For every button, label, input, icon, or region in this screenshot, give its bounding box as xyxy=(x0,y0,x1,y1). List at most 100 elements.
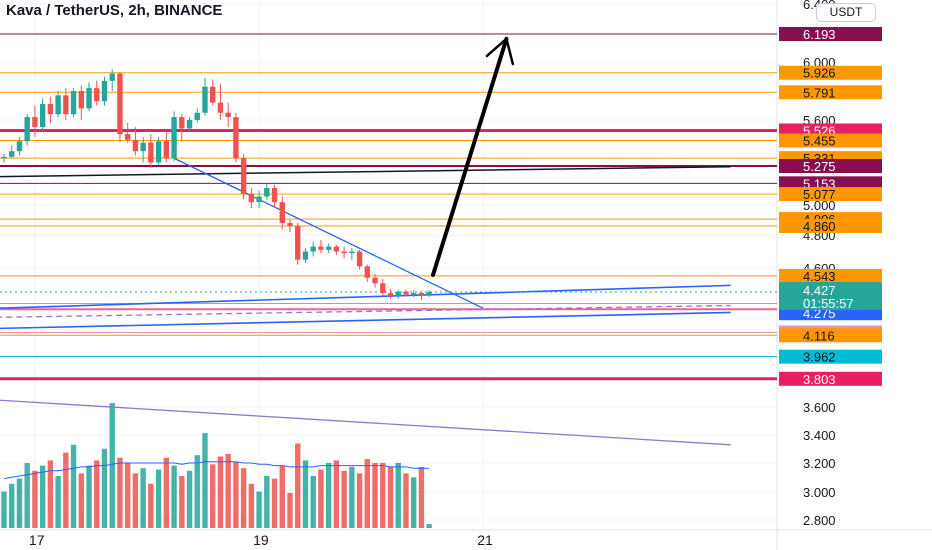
volume-bar xyxy=(372,463,378,528)
volume-bar xyxy=(70,444,77,528)
price-label-box xyxy=(779,371,882,386)
candle-body xyxy=(325,246,332,250)
candle-body xyxy=(47,104,54,115)
candle-body xyxy=(101,80,108,102)
volume-bar xyxy=(163,457,170,528)
volume-bar xyxy=(279,465,285,528)
volume-bar xyxy=(248,483,255,528)
price-tick-label: 2.800 xyxy=(803,513,836,528)
price-label-text: 4.116 xyxy=(803,328,835,343)
volume-bar xyxy=(403,473,409,528)
time-tick-label: 19 xyxy=(253,532,269,548)
currency-button[interactable]: USDT xyxy=(816,3,876,22)
volume-bar xyxy=(364,459,371,528)
volume-bar xyxy=(410,477,417,528)
price-label-box xyxy=(779,133,882,148)
candle-body xyxy=(410,293,417,295)
candle-body xyxy=(387,293,394,296)
volume-bar xyxy=(94,460,100,528)
projection-arrow-head xyxy=(485,37,508,58)
candle-body xyxy=(1,156,7,159)
volume-bar xyxy=(78,473,84,528)
candle-body xyxy=(310,246,316,252)
volume-bar xyxy=(302,460,309,528)
volume-bar xyxy=(426,524,432,528)
dashed-trendline xyxy=(0,304,731,318)
support-trendline xyxy=(0,284,731,309)
volume-bar xyxy=(140,468,146,528)
candle-body xyxy=(248,193,255,203)
volume-bar xyxy=(55,476,61,528)
volume-ma-line xyxy=(3,461,430,480)
price-label-text: 5.926 xyxy=(803,66,836,81)
volume-bar xyxy=(124,463,131,528)
price-label-box xyxy=(779,85,882,100)
volume-bar xyxy=(287,492,293,528)
candle-body xyxy=(148,142,154,163)
volume-bar xyxy=(318,469,324,528)
volume-bar xyxy=(117,457,123,528)
candle-body xyxy=(364,266,371,278)
price-tick-label: 3.000 xyxy=(803,485,836,500)
candle-body xyxy=(124,134,131,140)
price-label-box xyxy=(779,268,882,283)
volume-bar xyxy=(387,466,394,528)
candle-body xyxy=(63,95,69,115)
candle-body xyxy=(372,277,378,284)
channel-trendline xyxy=(0,311,731,330)
candle-body xyxy=(380,283,386,294)
volume-bar xyxy=(233,461,239,528)
candle-body xyxy=(356,251,363,267)
volume-bar xyxy=(132,473,139,528)
black-trend-line xyxy=(0,166,731,178)
volume-bar xyxy=(295,443,301,528)
candle-body xyxy=(163,141,170,159)
volume-bar xyxy=(9,483,15,528)
candle-body xyxy=(240,158,247,194)
candle-body xyxy=(39,104,46,128)
candle-body xyxy=(70,91,77,115)
volume-bar xyxy=(179,476,185,528)
volume-bar xyxy=(395,463,401,528)
price-label-text: 4.860 xyxy=(803,219,836,234)
candle-body xyxy=(287,223,293,226)
price-tick-label: 3.600 xyxy=(803,400,836,415)
descending-trendline xyxy=(173,157,484,309)
price-label-box xyxy=(779,219,882,233)
price-label-text: 4.543 xyxy=(803,269,836,284)
price-label-text: 3.962 xyxy=(803,350,836,365)
volume-bar xyxy=(271,478,278,528)
candle-body xyxy=(194,112,200,120)
volume-bar xyxy=(63,452,69,528)
price-label-box xyxy=(779,27,882,42)
price-tick-label: 3.400 xyxy=(803,428,836,443)
volume-bar xyxy=(109,403,115,528)
candle-body xyxy=(140,142,146,152)
time-tick-label: 17 xyxy=(29,532,45,548)
price-label-text: 3.803 xyxy=(803,372,836,387)
volume-bar xyxy=(86,465,92,528)
candle-body xyxy=(171,117,177,159)
volume-bar xyxy=(310,476,316,528)
candle-body xyxy=(9,151,15,157)
candle-body xyxy=(233,117,239,159)
volume-bar xyxy=(101,448,108,528)
candle-body xyxy=(418,293,425,296)
candle-body xyxy=(426,292,432,296)
candle-body xyxy=(132,139,139,152)
projection-arrow xyxy=(431,36,509,277)
candle-body xyxy=(210,86,216,103)
candle-body xyxy=(318,246,324,250)
volume-bar xyxy=(39,465,46,528)
volume-bar xyxy=(202,433,208,528)
volume-bar xyxy=(380,463,386,528)
candle-body xyxy=(217,102,224,113)
volume-bar xyxy=(217,456,224,528)
volume-bar xyxy=(210,464,216,528)
candle-body xyxy=(86,88,92,109)
purple-trendline xyxy=(0,399,731,446)
candle-body xyxy=(349,251,355,254)
volume-bar xyxy=(264,476,270,528)
